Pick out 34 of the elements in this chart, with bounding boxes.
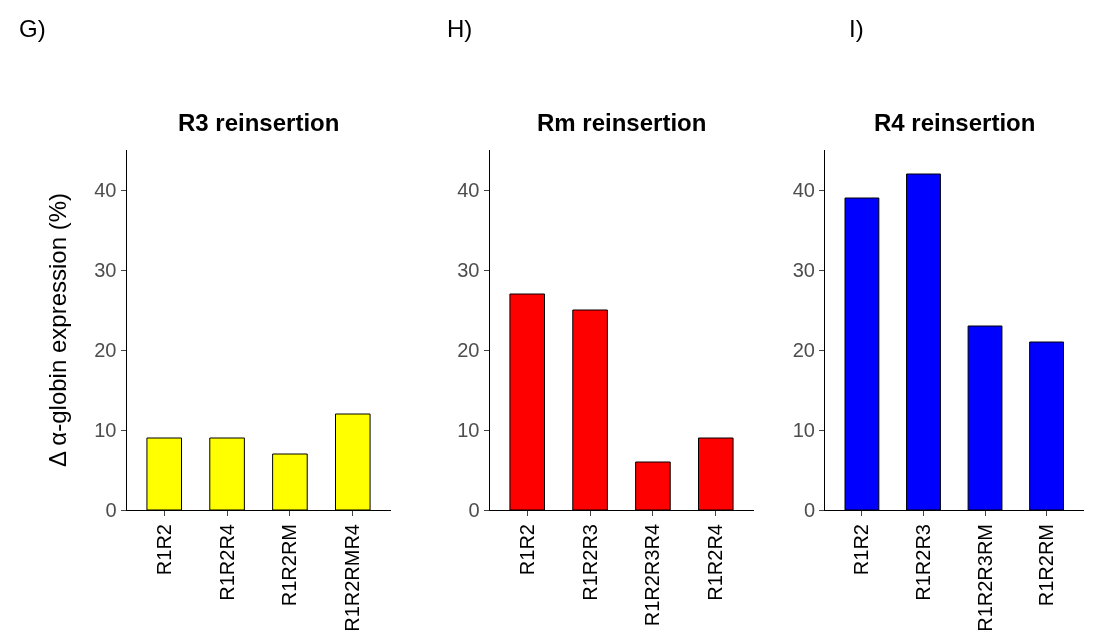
y-tick-label: 10 [457, 419, 480, 441]
x-tick-label: R1R2R4 [704, 524, 727, 601]
x-tick-label: R1R2RMR4 [341, 524, 364, 632]
y-tick-label: 40 [457, 179, 480, 201]
chart-title: Rm reinsertion [537, 109, 707, 136]
y-tick-label: 20 [94, 339, 117, 361]
x-tick-label: R1R2R3 [911, 524, 934, 601]
y-tick-label: 20 [792, 339, 815, 361]
chart-title: R4 reinsertion [874, 109, 1036, 136]
y-axis-title: Δ α-globin expression (%) [44, 192, 72, 468]
y-tick-label: 40 [94, 179, 117, 201]
y-tick-label: 0 [105, 499, 117, 521]
x-tick-label: R1R2 [850, 524, 873, 576]
y-tick-label: 30 [94, 259, 117, 281]
y-tick-label: 10 [94, 419, 117, 441]
y-tick-label: 30 [792, 259, 815, 281]
x-tick-label: R1R2RM [278, 524, 301, 607]
x-tick-label: R1R2R3RM [973, 524, 996, 632]
x-tick-label: R1R2R3R4 [641, 524, 664, 627]
y-tick-label: 0 [803, 499, 815, 521]
x-tick-label: R1R2 [515, 524, 538, 576]
chart-title: R3 reinsertion [178, 109, 340, 136]
x-tick-label: R1R2RM [1035, 524, 1058, 607]
text: I) [849, 15, 864, 42]
y-tick-label: 30 [457, 259, 480, 281]
y-tick-label: 40 [792, 179, 815, 201]
y-tick-label: 20 [457, 339, 480, 361]
x-tick-label: R1R2R4 [215, 524, 238, 601]
y-tick-label: 10 [792, 419, 815, 441]
x-tick-label: R1R2 [152, 524, 175, 576]
text: H) [447, 15, 473, 42]
y-tick-label: 0 [468, 499, 480, 521]
text: G) [19, 15, 46, 42]
x-tick-label: R1R2R3 [578, 524, 601, 601]
